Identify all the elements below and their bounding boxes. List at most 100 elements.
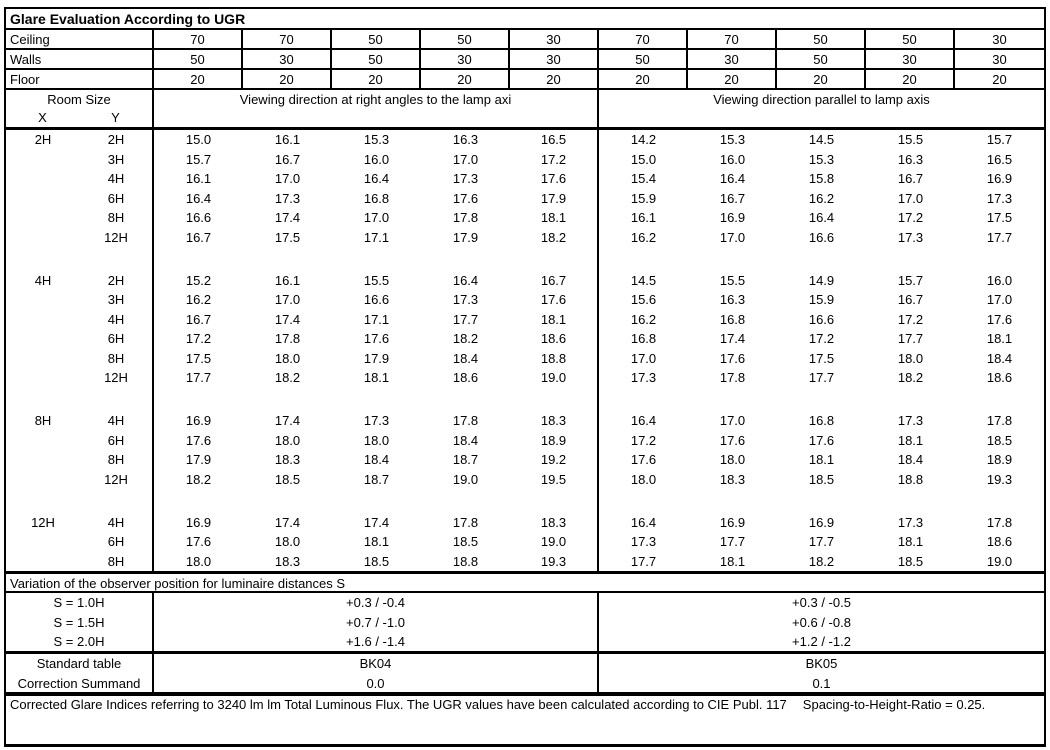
ugr-value-parallel: 19.3 <box>986 471 1013 487</box>
room-x-label <box>6 150 80 170</box>
room-y-label: 2H <box>80 130 154 150</box>
ugr-value-right-angles: 18.1 <box>363 370 390 386</box>
surface-value: 50 <box>777 30 866 48</box>
summary-rows: Standard table BK04 BK05 Correction Summand… <box>6 651 1044 694</box>
ugr-value-parallel: 15.6 <box>630 292 657 308</box>
ugr-value-parallel: 15.3 <box>808 151 835 167</box>
ugr-value-parallel: 15.5 <box>719 272 746 288</box>
ugr-value-parallel: 17.4 <box>719 331 746 347</box>
ugr-value-right-angles: 17.0 <box>452 151 479 167</box>
room-x-label <box>6 208 80 228</box>
ugr-value-parallel: 17.2 <box>897 311 924 327</box>
ugr-value-parallel: 15.7 <box>986 132 1013 148</box>
ugr-value-right-angles: 15.5 <box>363 272 390 288</box>
ugr-value-parallel: 17.0 <box>897 190 924 206</box>
ugr-value-right-angles: 16.7 <box>185 229 212 245</box>
ugr-value-parallel: 16.4 <box>719 171 746 187</box>
ugr-data-row: 3H 15.7 16.7 16.0 17.0 17.2 15.0 16.0 15.3 16.3 16… <box>6 149 1044 170</box>
ugr-value-parallel: 18.5 <box>808 471 835 487</box>
ugr-value-right-angles: 17.3 <box>452 292 479 308</box>
ugr-value-right-angles: 16.5 <box>510 130 599 150</box>
room-x-label <box>6 290 80 310</box>
surface-value: 30 <box>992 51 1007 67</box>
ugr-value-parallel: 14.5 <box>630 272 657 288</box>
ugr-value-right-angles: 18.2 <box>185 471 212 487</box>
ugr-value-right-angles: 17.4 <box>363 514 390 530</box>
ugr-value-parallel: 16.4 <box>630 413 657 429</box>
surface-value: 20 <box>777 70 866 88</box>
ugr-value-right-angles: 16.1 <box>274 272 301 288</box>
ugr-value-parallel: 16.5 <box>986 151 1013 167</box>
ugr-value-right-angles: 17.6 <box>363 331 390 347</box>
ugr-value-parallel: 17.0 <box>719 229 746 245</box>
block-gap-row <box>6 387 1044 411</box>
ugr-value-right-angles: 18.0 <box>274 350 301 366</box>
room-x-label <box>6 450 80 470</box>
ugr-value-right-angles: 15.2 <box>185 272 212 288</box>
ugr-value-parallel: 17.2 <box>630 432 657 448</box>
ugr-table: Glare Evaluation According to UGR Ceilin… <box>4 7 1046 697</box>
ugr-value-parallel: 17.6 <box>719 350 746 366</box>
ugr-value-parallel: 17.8 <box>986 514 1013 530</box>
ugr-value-parallel: 16.7 <box>897 171 924 187</box>
summary-value-parallel: 0.1 <box>812 675 831 691</box>
surface-reflectance-rows: Ceiling 70 70 50 50 30 70 70 50 50 30 Walls 50 30 50 30… <box>6 30 1044 90</box>
ugr-value-right-angles: 16.7 <box>185 311 212 327</box>
surface-value: 30 <box>510 30 599 48</box>
ugr-value-right-angles: 17.4 <box>274 514 301 530</box>
ugr-value-parallel: 16.0 <box>986 272 1013 288</box>
ugr-value-right-angles: 17.2 <box>185 331 212 347</box>
ugr-value-right-angles: 18.2 <box>510 227 599 247</box>
room-y-label: 8H <box>80 208 154 228</box>
block-gap-row <box>6 489 1044 513</box>
summary-row-label: Correction Summand <box>6 673 154 694</box>
ugr-value-parallel: 16.9 <box>719 514 746 530</box>
spacing-ratio-text: Spacing-to-Height-Ratio = 0.25. <box>802 697 986 712</box>
ugr-value-right-angles: 18.3 <box>510 512 599 532</box>
room-y-label: 3H <box>80 149 154 169</box>
surface-value: 50 <box>332 50 421 68</box>
ugr-value-right-angles: 16.6 <box>185 210 212 226</box>
table-header-row: Room Size X Y Viewing direction at right… <box>6 90 1044 130</box>
ugr-value-right-angles: 16.3 <box>452 132 479 148</box>
ugr-value-right-angles: 19.5 <box>510 469 599 489</box>
ugr-value-parallel: 18.2 <box>897 370 924 386</box>
surface-value: 50 <box>599 50 688 68</box>
room-x-label <box>6 470 80 490</box>
ugr-value-right-angles: 17.8 <box>452 413 479 429</box>
ugr-value-right-angles: 16.0 <box>363 151 390 167</box>
variation-value-parallel: +1.2 / -1.2 <box>792 633 851 649</box>
ugr-value-right-angles: 18.3 <box>274 452 301 468</box>
ugr-value-parallel: 18.5 <box>897 553 924 569</box>
surface-value: 70 <box>599 30 688 48</box>
ugr-value-parallel: 16.3 <box>719 292 746 308</box>
ugr-value-parallel: 15.4 <box>630 171 657 187</box>
room-y-label: 6H <box>80 329 154 349</box>
ugr-data-row: 4H 16.7 17.4 17.1 17.7 18.1 16.2 16.8 16.6 17.2 17… <box>6 309 1044 329</box>
ugr-values-area: 2H 2H 15.0 16.1 15.3 16.3 16.5 14.2 15.3 14.5 15.5… <box>6 130 1044 571</box>
ugr-value-right-angles: 16.7 <box>274 151 301 167</box>
ugr-value-right-angles: 16.1 <box>274 132 301 148</box>
variation-value-right-angles: +1.6 / -1.4 <box>154 631 599 652</box>
room-x-label <box>6 349 80 369</box>
ugr-value-parallel: 18.6 <box>986 370 1013 386</box>
room-y-label: 6H <box>80 532 154 552</box>
ugr-value-right-angles: 18.5 <box>363 553 390 569</box>
ugr-value-parallel: 17.5 <box>986 210 1013 226</box>
ugr-value-parallel: 16.1 <box>630 210 657 226</box>
ugr-value-parallel: 17.7 <box>719 534 746 550</box>
ugr-value-parallel: 16.6 <box>808 311 835 327</box>
ugr-value-right-angles: 18.3 <box>274 553 301 569</box>
ugr-value-right-angles: 18.4 <box>452 350 479 366</box>
ugr-value-parallel: 16.7 <box>897 292 924 308</box>
ugr-value-parallel: 18.4 <box>986 350 1013 366</box>
ugr-value-parallel: 14.9 <box>808 272 835 288</box>
surface-value: 50 <box>777 50 866 68</box>
ugr-value-right-angles: 17.7 <box>452 311 479 327</box>
room-y-label: 4H <box>80 411 154 431</box>
ugr-data-row: 12H 16.7 17.5 17.1 17.9 18.2 16.2 17.0 16.6 17.3 1… <box>6 227 1044 247</box>
surface-value: 30 <box>866 50 955 68</box>
ugr-value-parallel: 17.8 <box>986 413 1013 429</box>
ugr-value-parallel: 16.2 <box>808 190 835 206</box>
block-gap-row <box>6 247 1044 271</box>
